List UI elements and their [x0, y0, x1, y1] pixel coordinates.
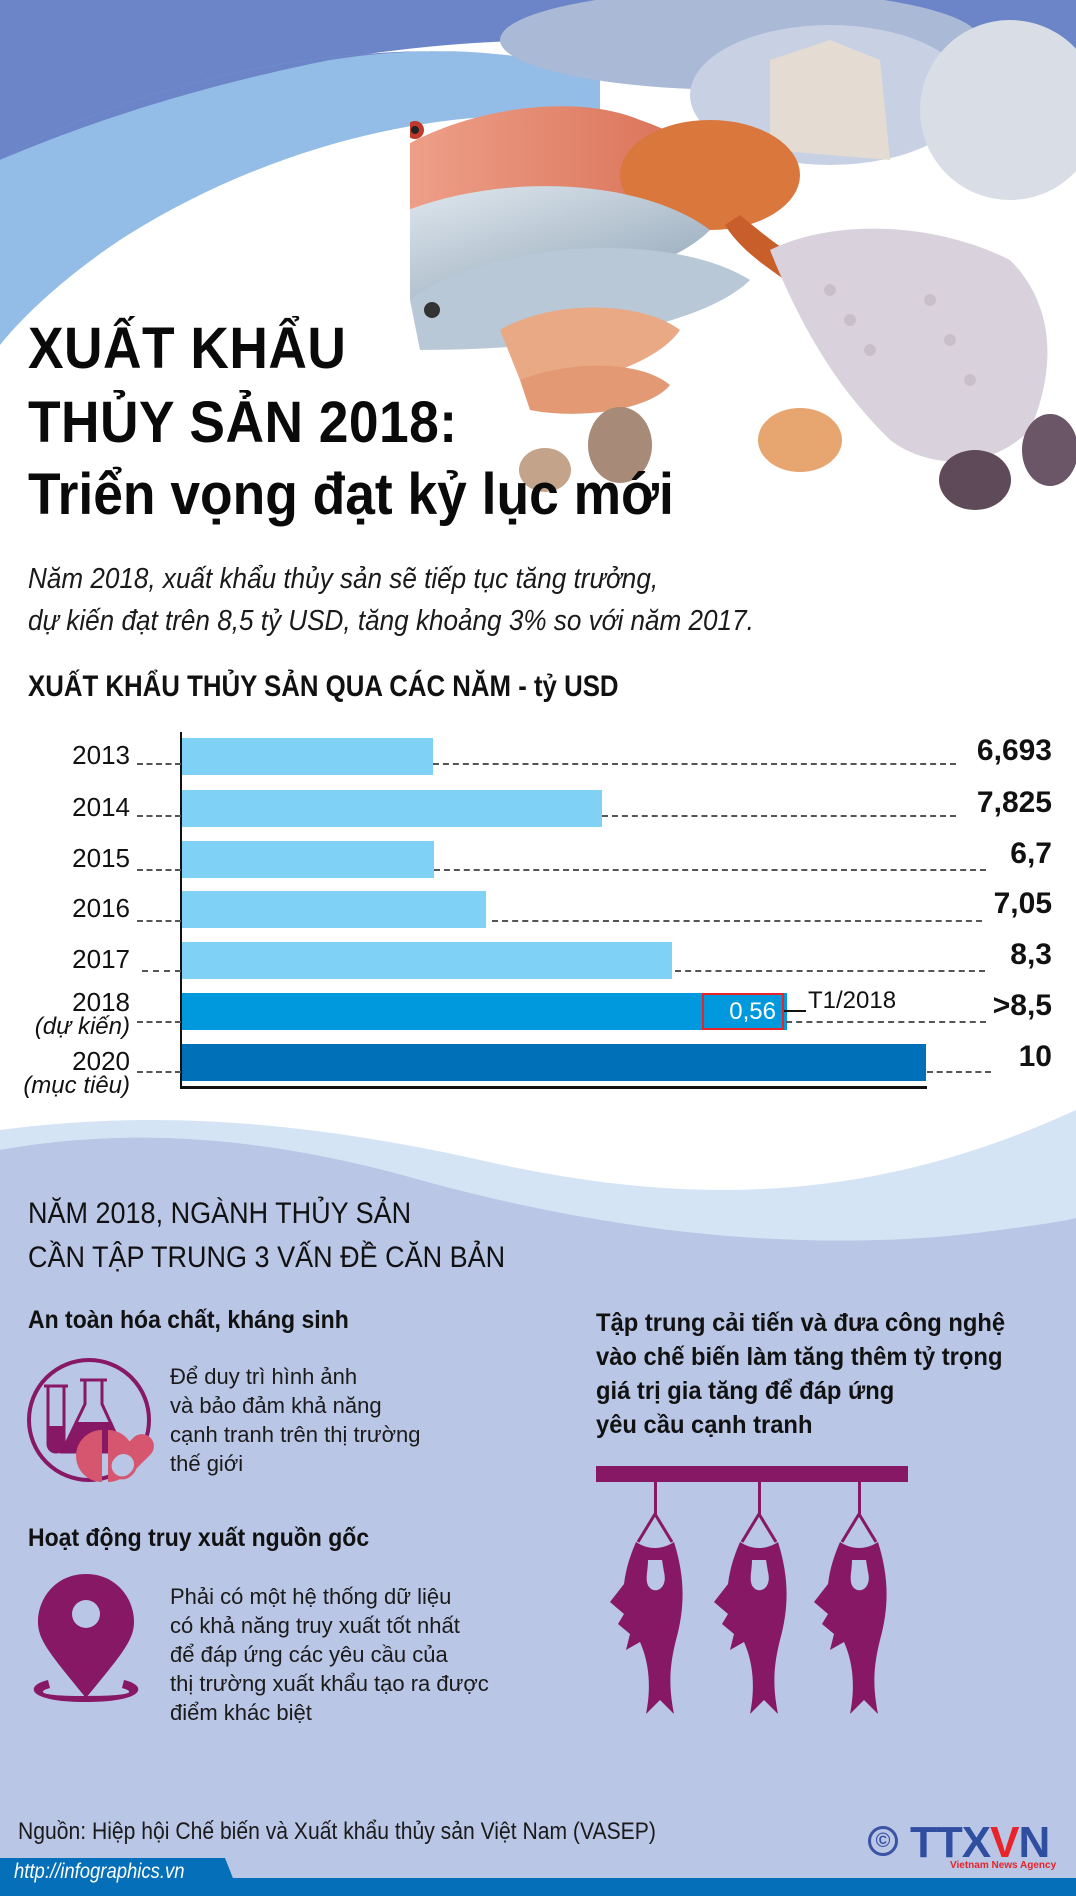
subtitle-line-1: Năm 2018, xuất khẩu thủy sản sẽ tiếp tục…	[28, 563, 659, 595]
year-label: 2014	[72, 792, 130, 822]
subtitle: Năm 2018, xuất khẩu thủy sản sẽ tiếp tục…	[28, 558, 754, 642]
value-label: 6,693	[976, 734, 1052, 767]
bar-2014	[182, 790, 602, 827]
year-label: 2018	[72, 987, 130, 1017]
leader-line	[137, 869, 181, 871]
bar-chart: 2013 6,693 2014 7,825 2015 6,7 2016 7,05…	[0, 720, 1076, 1100]
ttxvn-logo: TTXVN	[910, 1818, 1050, 1868]
year-label: 2020	[72, 1046, 130, 1076]
section-title-line-2: CẦN TẬP TRUNG 3 VẤN ĐỀ CĂN BẢN	[28, 1241, 506, 1274]
source-note: Nguồn: Hiệp hội Chế biến và Xuất khẩu th…	[18, 1818, 656, 1845]
x-axis	[180, 1086, 927, 1089]
chart-row-2014: 2014 7,825	[0, 786, 1076, 840]
website-link[interactable]: http://infographics.vn	[14, 1860, 185, 1883]
body-line: điểm khác biệt	[170, 1700, 312, 1725]
logo-text: TTX	[910, 1818, 991, 1867]
bar-2018	[182, 993, 787, 1030]
bar-2020	[182, 1044, 926, 1081]
body-line: có khả năng truy xuất tốt nhất	[170, 1613, 460, 1638]
title-line: giá trị gia tăng để đáp ứng	[596, 1377, 895, 1405]
page-title: XUẤT KHẨU THỦY SẢN 2018: Triển vọng đạt …	[28, 320, 730, 524]
leader-line	[927, 1071, 991, 1073]
year-sublabel: (dự kiến)	[34, 1013, 130, 1040]
footer-bar	[0, 1878, 1076, 1896]
title-line: yêu cầu cạnh tranh	[596, 1411, 813, 1439]
body-line: Phải có một hệ thống dữ liệu	[170, 1584, 452, 1609]
item-title-chemical-safety: An toàn hóa chất, kháng sinh	[28, 1306, 349, 1334]
leader-line	[137, 815, 181, 817]
value-label: 6,7	[1010, 837, 1052, 870]
annotation-connector	[784, 1010, 806, 1012]
year-label: 2016	[72, 893, 130, 923]
copyright-icon: ©	[868, 1826, 898, 1856]
leader-line	[433, 763, 956, 765]
y-axis	[180, 732, 182, 1088]
leader-line	[137, 920, 181, 922]
leader-line	[434, 869, 986, 871]
leader-line	[137, 763, 181, 765]
chart-row-2017: 2017 8,3	[0, 938, 1076, 992]
agency-name: Vietnam News Agency	[950, 1860, 1057, 1871]
body-line: cạnh tranh trên thị trường	[170, 1422, 421, 1447]
year-sublabel: (mục tiêu)	[23, 1072, 130, 1099]
leader-line	[137, 1071, 181, 1073]
year-label: 2013	[72, 740, 130, 770]
title-line-1: XUẤT KHẨU	[28, 316, 347, 381]
title-line-2: THỦY SẢN 2018:	[28, 390, 458, 455]
section-title-line-1: NĂM 2018, NGÀNH THỦY SẢN	[28, 1197, 412, 1230]
bar-2013	[182, 738, 433, 775]
item-body-chemical-safety: Để duy trì hình ảnh và bảo đảm khả năng …	[170, 1362, 421, 1478]
body-line: thế giới	[170, 1451, 244, 1476]
chart-row-2018: 0,56 T1/2018 2018 (dự kiến) >8,5	[0, 987, 1076, 1043]
body-line: thị trường xuất khẩu tạo ra được	[170, 1671, 489, 1696]
bar-2016	[182, 891, 486, 928]
year-label: 2017	[72, 944, 130, 974]
value-label: 10	[1018, 1040, 1052, 1073]
body-line: Để duy trì hình ảnh	[170, 1364, 358, 1389]
body-line: và bảo đảm khả năng	[170, 1393, 382, 1418]
logo-text-v: V	[990, 1818, 1019, 1867]
logo-text: N	[1018, 1818, 1050, 1867]
value-label: >8,5	[992, 989, 1052, 1022]
hanging-fish-icon	[596, 1466, 908, 1716]
bar-2017	[182, 942, 672, 979]
body-line: để đáp ứng các yêu cầu của	[170, 1642, 448, 1667]
seafood-photo	[410, 0, 1076, 510]
value-label: 8,3	[1010, 938, 1052, 971]
leader-line	[602, 815, 956, 817]
value-label: 7,05	[993, 887, 1052, 920]
chart-row-2016: 2016 7,05	[0, 887, 1076, 941]
title-line: vào chế biến làm tăng thêm tỷ trọng	[596, 1343, 1003, 1371]
year-label: 2015	[72, 843, 130, 873]
leader-line	[492, 920, 982, 922]
leader-line	[675, 970, 985, 972]
location-pin-icon	[33, 1574, 139, 1702]
leader-line	[142, 970, 181, 972]
annotation-label: T1/2018	[808, 987, 897, 1014]
leader-line	[786, 1021, 986, 1023]
chart-title: XUẤT KHẨU THỦY SẢN QUA CÁC NĂM - tỷ USD	[28, 670, 619, 703]
item-body-traceability: Phải có một hệ thống dữ liệu có khả năng…	[170, 1582, 489, 1727]
bar-2015	[182, 841, 434, 878]
item-title-traceability: Hoạt động truy xuất nguồn gốc	[28, 1524, 370, 1552]
subtitle-line-2: dự kiến đạt trên 8,5 tỷ USD, tăng khoảng…	[28, 605, 754, 637]
lab-flask-pill-icon	[27, 1358, 154, 1482]
url-tab	[0, 1858, 240, 1896]
value-label: 7,825	[976, 786, 1052, 819]
leader-line	[137, 1021, 181, 1023]
item-title-technology: Tập trung cải tiến và đưa công nghệ vào …	[596, 1306, 1005, 1442]
section-title: NĂM 2018, NGÀNH THỦY SẢN CẦN TẬP TRUNG 3…	[28, 1192, 505, 1280]
title-line-3: Triển vọng đạt kỷ lục mới	[28, 462, 674, 527]
annotation-box: 0,56	[702, 993, 784, 1030]
chart-row-2015: 2015 6,7	[0, 837, 1076, 891]
chart-row-2020: 2020 (mục tiêu) 10	[0, 1040, 1076, 1099]
title-line: Tập trung cải tiến và đưa công nghệ	[596, 1309, 1006, 1337]
chart-row-2013: 2013 6,693	[0, 734, 1076, 788]
